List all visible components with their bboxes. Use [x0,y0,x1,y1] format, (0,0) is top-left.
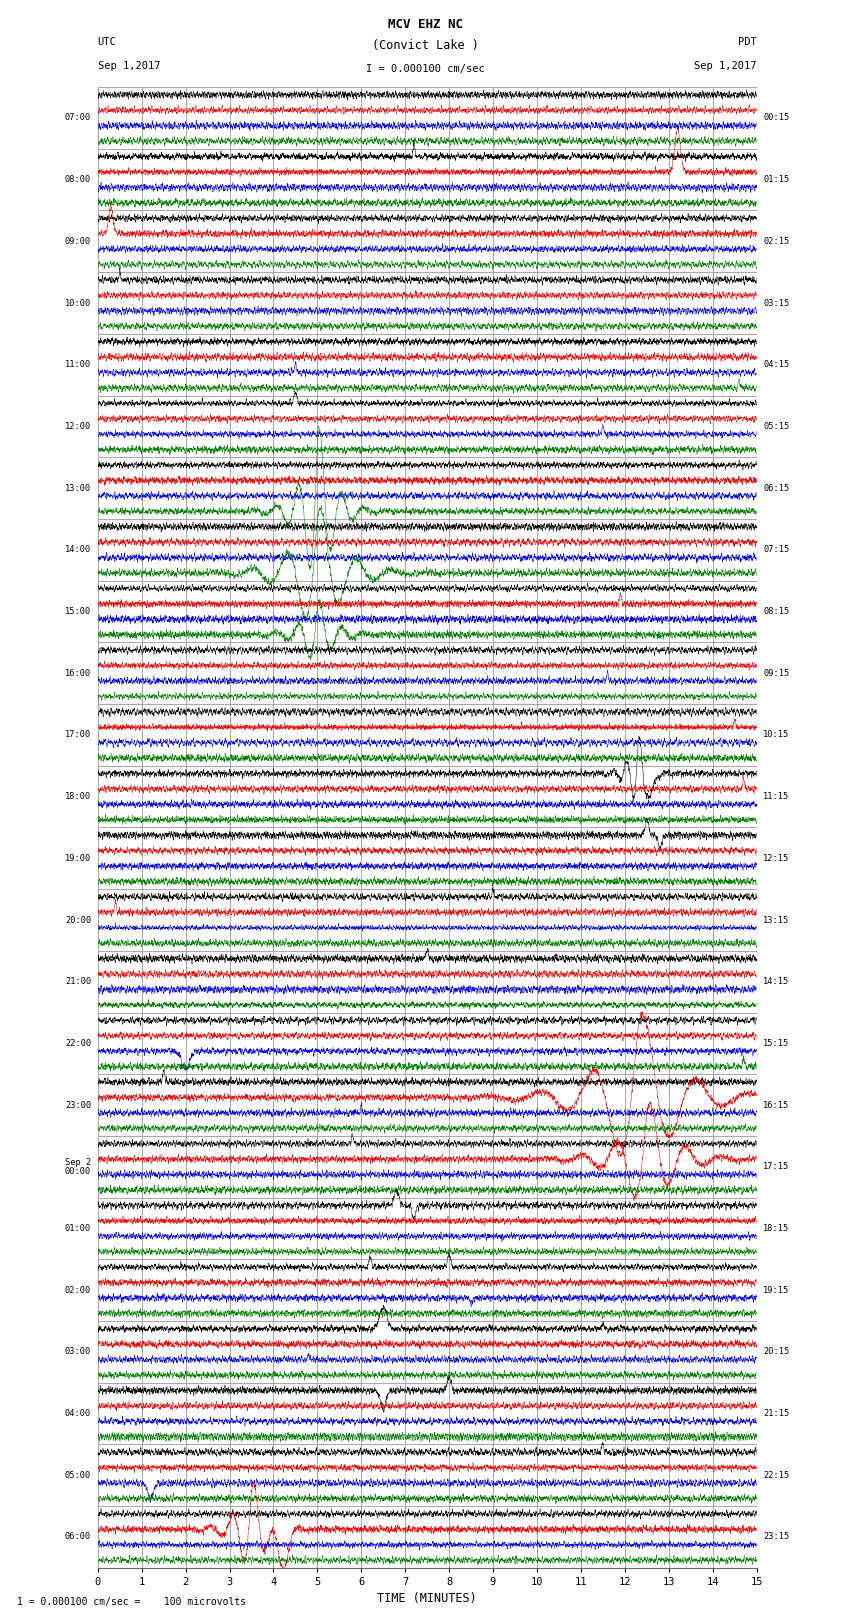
Text: UTC: UTC [98,37,116,47]
Text: 18:00: 18:00 [65,792,91,802]
Text: 16:00: 16:00 [65,669,91,677]
Text: 02:00: 02:00 [65,1286,91,1295]
Text: I = 0.000100 cm/sec: I = 0.000100 cm/sec [366,65,484,74]
Text: 03:15: 03:15 [763,298,790,308]
Text: 09:15: 09:15 [763,669,790,677]
Text: 14:00: 14:00 [65,545,91,555]
Text: 05:00: 05:00 [65,1471,91,1479]
Text: 08:00: 08:00 [65,176,91,184]
Text: 22:15: 22:15 [763,1471,790,1479]
Text: MCV EHZ NC: MCV EHZ NC [388,18,462,31]
Text: 23:00: 23:00 [65,1100,91,1110]
Text: 05:15: 05:15 [763,423,790,431]
Text: 11:15: 11:15 [763,792,790,802]
Text: Sep 1,2017: Sep 1,2017 [98,61,161,71]
Text: 06:15: 06:15 [763,484,790,492]
Text: 04:15: 04:15 [763,360,790,369]
Text: 1 = 0.000100 cm/sec =    100 microvolts: 1 = 0.000100 cm/sec = 100 microvolts [17,1597,246,1607]
Text: 15:00: 15:00 [65,606,91,616]
Text: PDT: PDT [738,37,756,47]
Text: 13:00: 13:00 [65,484,91,492]
Text: 19:00: 19:00 [65,853,91,863]
Text: 21:15: 21:15 [763,1410,790,1418]
Text: 00:15: 00:15 [763,113,790,123]
Text: 07:00: 07:00 [65,113,91,123]
Text: 16:15: 16:15 [763,1100,790,1110]
Text: 10:00: 10:00 [65,298,91,308]
Text: 20:15: 20:15 [763,1347,790,1357]
Text: 18:15: 18:15 [763,1224,790,1232]
Text: 03:00: 03:00 [65,1347,91,1357]
Text: 22:00: 22:00 [65,1039,91,1048]
Text: 17:00: 17:00 [65,731,91,739]
Text: 06:00: 06:00 [65,1532,91,1542]
Text: 21:00: 21:00 [65,977,91,986]
Text: 01:00: 01:00 [65,1224,91,1232]
Text: 09:00: 09:00 [65,237,91,245]
Text: 11:00: 11:00 [65,360,91,369]
Text: 04:00: 04:00 [65,1410,91,1418]
Text: Sep 2: Sep 2 [65,1158,91,1166]
Text: 20:00: 20:00 [65,916,91,924]
Text: 01:15: 01:15 [763,176,790,184]
Text: Sep 1,2017: Sep 1,2017 [694,61,756,71]
Text: 07:15: 07:15 [763,545,790,555]
Text: 08:15: 08:15 [763,606,790,616]
Text: 02:15: 02:15 [763,237,790,245]
Text: 12:15: 12:15 [763,853,790,863]
Text: 10:15: 10:15 [763,731,790,739]
X-axis label: TIME (MINUTES): TIME (MINUTES) [377,1592,477,1605]
Text: 13:15: 13:15 [763,916,790,924]
Text: 23:15: 23:15 [763,1532,790,1542]
Text: 00:00: 00:00 [65,1166,91,1176]
Text: 17:15: 17:15 [763,1163,790,1171]
Text: 15:15: 15:15 [763,1039,790,1048]
Text: (Convict Lake ): (Convict Lake ) [371,39,479,52]
Text: 12:00: 12:00 [65,423,91,431]
Text: 19:15: 19:15 [763,1286,790,1295]
Text: 14:15: 14:15 [763,977,790,986]
